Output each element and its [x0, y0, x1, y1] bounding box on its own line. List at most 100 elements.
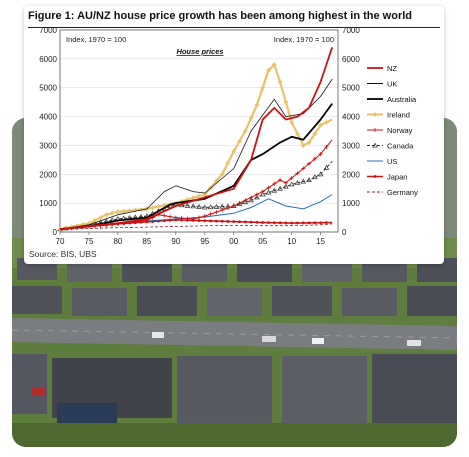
x-tick-label: 90 — [171, 237, 180, 246]
y-tick-left: 1000 — [39, 199, 57, 208]
series-marker — [307, 161, 312, 166]
series-marker — [98, 215, 103, 220]
y-tick-left: 4000 — [39, 113, 57, 122]
series-marker — [277, 79, 283, 85]
series-marker — [57, 226, 63, 232]
legend-label: NZ — [387, 64, 397, 73]
series-marker — [156, 204, 161, 210]
x-tick-label: 80 — [113, 237, 122, 246]
y-tick-left: 2000 — [39, 170, 57, 179]
legend-label: Canada — [387, 142, 414, 151]
series-marker — [231, 204, 236, 209]
series-marker — [220, 219, 224, 223]
x-tick-label: 70 — [56, 237, 65, 246]
y-tick-right: 7000 — [342, 26, 360, 35]
series-marker — [115, 209, 121, 215]
series-marker — [294, 180, 301, 185]
legend-label: US — [387, 157, 397, 166]
series-uk — [59, 78, 333, 230]
series-marker — [312, 156, 317, 161]
series-marker — [254, 194, 260, 200]
series-marker — [271, 62, 277, 68]
series-marker — [372, 112, 378, 117]
legend-item-uk: UK — [367, 80, 397, 89]
series-marker — [225, 160, 231, 166]
series-marker — [220, 208, 225, 213]
series-marker — [290, 221, 294, 225]
series-marker — [284, 221, 288, 225]
y-tick-left: 5000 — [39, 84, 57, 93]
series-marker — [237, 138, 242, 144]
series-marker — [213, 178, 219, 184]
series-marker — [225, 206, 230, 211]
series-marker — [372, 142, 378, 148]
series-marker — [319, 221, 323, 225]
series-marker — [312, 174, 318, 180]
legend-item-germany: Germany — [367, 188, 418, 197]
legend-item-norway: Norway — [367, 126, 413, 135]
series-marker — [209, 219, 212, 223]
x-tick-label: 95 — [200, 237, 209, 246]
x-tick-label: 85 — [142, 237, 151, 246]
chart-legend: NZ UK Australia Ireland Norway Canada US Japan G… — [367, 64, 418, 197]
series-marker — [271, 187, 278, 193]
series-marker — [283, 183, 289, 189]
series-marker — [260, 85, 266, 91]
series-marker — [261, 221, 265, 224]
legend-label: UK — [387, 80, 397, 89]
series-marker — [214, 210, 219, 215]
series-marker — [197, 215, 201, 220]
series-marker — [185, 216, 190, 221]
series-line — [59, 103, 333, 230]
series-marker — [242, 199, 249, 205]
legend-label: Norway — [387, 126, 413, 135]
series-marker — [214, 219, 218, 223]
series-marker — [190, 195, 196, 201]
series-line — [59, 63, 333, 231]
series-lines — [57, 47, 334, 232]
series-marker — [86, 220, 92, 226]
legend-item-nz: NZ — [367, 64, 397, 73]
series-line — [59, 78, 333, 230]
series-marker — [121, 208, 127, 214]
series-marker — [312, 131, 318, 137]
series-marker — [277, 185, 283, 191]
series-marker — [267, 221, 270, 224]
series-marker — [254, 192, 259, 197]
series-marker — [265, 189, 272, 195]
series-marker — [283, 99, 289, 105]
legend-label: Australia — [387, 95, 417, 104]
x-tick-label: 15 — [316, 237, 325, 246]
legend-label: Germany — [387, 188, 418, 197]
x-tick-label: 75 — [85, 237, 94, 246]
chart-subtitle: House prices — [176, 47, 223, 56]
series-marker — [232, 220, 236, 224]
series-marker — [103, 212, 109, 218]
series-marker — [132, 207, 138, 213]
series-australia — [59, 103, 333, 230]
series-marker — [323, 164, 330, 170]
y-tick-left: 3000 — [39, 141, 57, 150]
source-note: Source: BIS, UBS — [29, 249, 97, 259]
x-tick-label: 05 — [258, 237, 267, 246]
series-marker — [266, 185, 271, 190]
series-marker — [306, 140, 312, 145]
series-marker — [373, 128, 377, 132]
series-marker — [318, 122, 324, 128]
y-tick-right: 1000 — [342, 199, 360, 208]
series-marker — [324, 119, 329, 125]
series-marker — [248, 115, 254, 121]
title-divider — [28, 27, 440, 28]
series-marker — [289, 119, 295, 125]
series-marker — [162, 213, 167, 218]
y-tick-left: 7000 — [39, 26, 57, 35]
series-marker — [242, 128, 248, 134]
legend-label: Ireland — [387, 111, 410, 120]
series-marker — [301, 166, 306, 171]
y-tick-right: 3000 — [342, 141, 360, 150]
series-marker — [208, 212, 213, 217]
series-marker — [243, 220, 247, 224]
index-note-right: Index, 1970 = 100 — [274, 35, 334, 44]
